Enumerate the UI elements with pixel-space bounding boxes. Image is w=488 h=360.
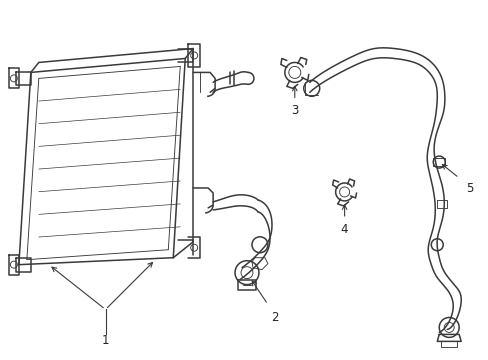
Text: 5: 5 <box>465 182 472 195</box>
Text: 1: 1 <box>102 334 109 347</box>
Text: 2: 2 <box>270 311 278 324</box>
Text: 3: 3 <box>290 104 298 117</box>
Text: 4: 4 <box>340 223 347 236</box>
